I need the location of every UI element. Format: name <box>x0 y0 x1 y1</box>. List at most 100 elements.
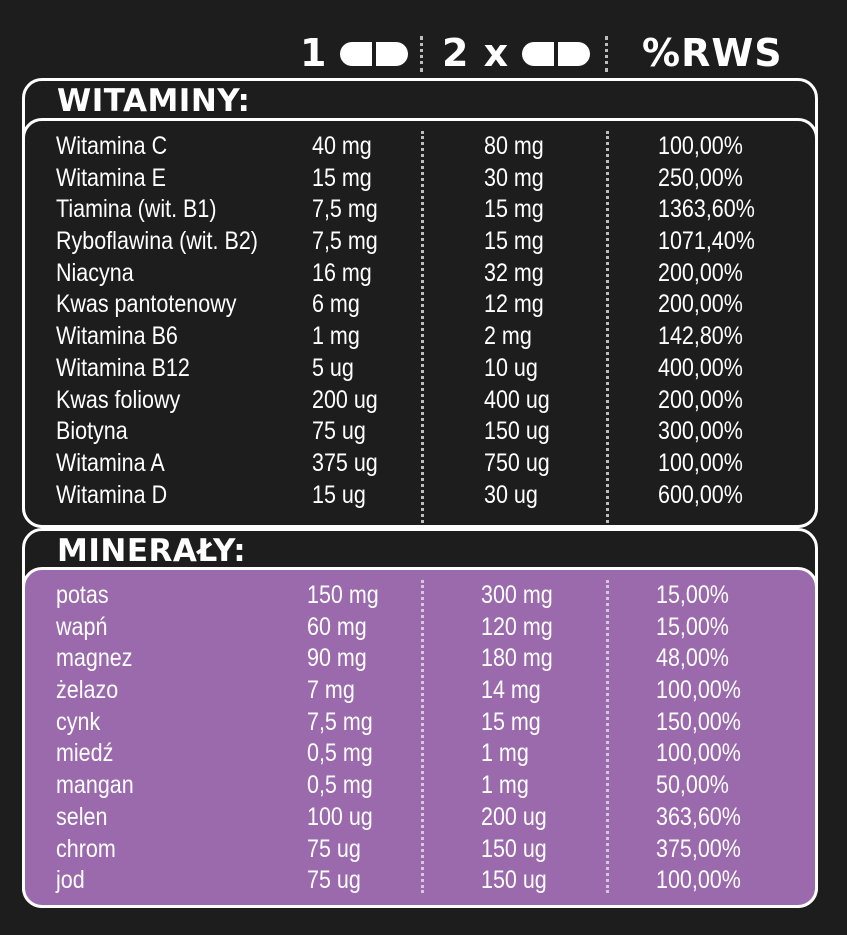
table-row: Witamina A 375 ug 750 ug 100,00% <box>25 448 815 480</box>
column-divider <box>606 131 609 523</box>
two-capsules-label: 2 x <box>442 31 510 75</box>
dose-two-capsules: 300 mg <box>481 581 553 609</box>
table-row: żelazo 7 mg 14 mg 100,00% <box>25 675 815 707</box>
rws-percent: 600,00% <box>658 480 743 509</box>
rws-percent: 142,80% <box>658 322 743 351</box>
nutrient-name: Witamina B6 <box>56 322 178 351</box>
nutrient-name: cynk <box>56 707 101 736</box>
dose-two-capsules: 12 mg <box>484 290 544 319</box>
dose-one-capsule: 7,5 mg <box>312 227 378 256</box>
table-row: wapń 60 mg 120 mg 15,00% <box>25 612 815 644</box>
rws-label: %RWS <box>642 31 783 75</box>
dose-two-capsules: 150 ug <box>484 417 550 446</box>
table-row: cynk 7,5 mg 15 mg 150,00% <box>25 707 815 739</box>
dose-two-capsules: 200 ug <box>481 802 547 831</box>
table-row: Witamina E 15 mg 30 mg 250,00% <box>25 163 815 195</box>
nutrient-name: Niacyna <box>56 258 134 287</box>
nutrient-name: magnez <box>56 644 133 673</box>
dose-two-capsules: 10 ug <box>484 353 538 382</box>
rws-percent: 250,00% <box>658 163 743 192</box>
table-row: Kwas pantotenowy 6 mg 12 mg 200,00% <box>25 289 815 321</box>
dose-one-capsule: 90 mg <box>307 644 367 673</box>
nutrient-name: Kwas foliowy <box>56 385 181 414</box>
dose-one-capsule: 200 ug <box>312 385 378 414</box>
column-header: 1 2 x %RWS <box>0 30 847 76</box>
column-divider <box>421 580 424 893</box>
nutrient-name: Tiamina (wit. B1) <box>56 195 217 224</box>
rws-percent: 400,00% <box>658 353 743 382</box>
table-row: miedź 0,5 mg 1 mg 100,00% <box>25 738 815 770</box>
header-divider <box>420 36 423 72</box>
dose-one-capsule: 60 mg <box>307 612 367 641</box>
table-row: Witamina C 40 mg 80 mg 100,00% <box>25 131 815 163</box>
table-row: Witamina D 15 ug 30 ug 600,00% <box>25 480 815 512</box>
nutrient-name: chrom <box>56 834 116 863</box>
dose-two-capsules: 15 mg <box>481 707 541 736</box>
vitamins-section: WITAMINY: Witamina C 40 mg 80 mg 100,00% Wit… <box>22 78 818 528</box>
column-divider <box>606 580 609 893</box>
dose-one-capsule: 40 mg <box>312 132 372 160</box>
rws-percent: 200,00% <box>658 258 743 287</box>
table-row: Kwas foliowy 200 ug 400 ug 200,00% <box>25 385 815 417</box>
rws-percent: 100,00% <box>658 132 743 160</box>
nutrient-name: mangan <box>56 771 134 800</box>
dose-one-capsule: 16 mg <box>312 258 372 287</box>
capsule-icon <box>520 40 590 66</box>
nutrient-name: Witamina D <box>56 480 168 509</box>
table-row: jod 75 ug 150 ug 100,00% <box>25 865 815 897</box>
nutrient-name: potas <box>56 581 109 609</box>
nutrient-name: Witamina C <box>56 132 168 160</box>
table-row: Biotyna 75 ug 150 ug 300,00% <box>25 416 815 448</box>
dose-one-capsule: 100 ug <box>307 802 373 831</box>
dose-one-capsule: 7 mg <box>307 676 355 705</box>
rws-percent: 150,00% <box>656 707 741 736</box>
dose-one-capsule: 6 mg <box>312 290 360 319</box>
dose-two-capsules: 32 mg <box>484 258 544 287</box>
minerals-table: potas 150 mg 300 mg 15,00% wapń 60 mg 120 mg 15… <box>22 567 818 908</box>
rws-percent: 100,00% <box>656 676 741 705</box>
dose-one-capsule: 15 ug <box>312 480 366 509</box>
dose-two-capsules: 30 ug <box>484 480 538 509</box>
dose-one-capsule: 7,5 mg <box>307 707 373 736</box>
table-row: mangan 0,5 mg 1 mg 50,00% <box>25 770 815 802</box>
nutrient-name: Witamina E <box>56 163 166 192</box>
dose-two-capsules: 120 mg <box>481 612 553 641</box>
vitamins-title: WITAMINY: <box>57 83 251 119</box>
rws-percent: 1071,40% <box>658 227 755 256</box>
dose-two-capsules: 15 mg <box>484 227 544 256</box>
dose-one-capsule: 1 mg <box>312 322 360 351</box>
rws-percent: 15,00% <box>656 581 729 609</box>
minerals-section: MINERAŁY: potas 150 mg 300 mg 15,00% wapń 60 … <box>22 528 818 908</box>
minerals-title: MINERAŁY: <box>57 533 247 569</box>
rws-percent: 50,00% <box>656 771 729 800</box>
nutrient-name: Ryboflawina (wit. B2) <box>56 227 258 256</box>
rws-percent: 363,60% <box>656 802 741 831</box>
dose-one-capsule: 375 ug <box>312 448 378 477</box>
dose-two-capsules: 400 ug <box>484 385 550 414</box>
dose-two-capsules: 30 mg <box>484 163 544 192</box>
rws-percent: 48,00% <box>656 644 729 673</box>
table-row: Tiamina (wit. B1) 7,5 mg 15 mg 1363,60% <box>25 194 815 226</box>
nutrient-name: żelazo <box>56 676 119 705</box>
nutrient-name: Biotyna <box>56 417 128 446</box>
dose-one-capsule: 75 ug <box>312 417 366 446</box>
dose-one-capsule: 150 mg <box>307 581 379 609</box>
rws-percent: 200,00% <box>658 290 743 319</box>
rws-percent: 100,00% <box>658 448 743 477</box>
rws-percent: 15,00% <box>656 612 729 641</box>
dose-two-capsules: 1 mg <box>481 739 529 768</box>
table-row: selen 100 ug 200 ug 363,60% <box>25 802 815 834</box>
nutrient-name: miedź <box>56 739 114 768</box>
dose-two-capsules: 14 mg <box>481 676 541 705</box>
dose-two-capsules: 150 ug <box>481 834 547 863</box>
dose-two-capsules: 750 ug <box>484 448 550 477</box>
capsule-icon <box>338 40 408 66</box>
rws-percent: 300,00% <box>658 417 743 446</box>
header-divider <box>605 36 608 72</box>
dose-one-capsule: 0,5 mg <box>307 771 373 800</box>
nutrient-name: jod <box>56 866 85 895</box>
rws-percent: 100,00% <box>656 739 741 768</box>
nutrient-name: Witamina A <box>56 448 165 477</box>
table-row: chrom 75 ug 150 ug 375,00% <box>25 834 815 866</box>
dose-one-capsule: 75 ug <box>307 834 361 863</box>
